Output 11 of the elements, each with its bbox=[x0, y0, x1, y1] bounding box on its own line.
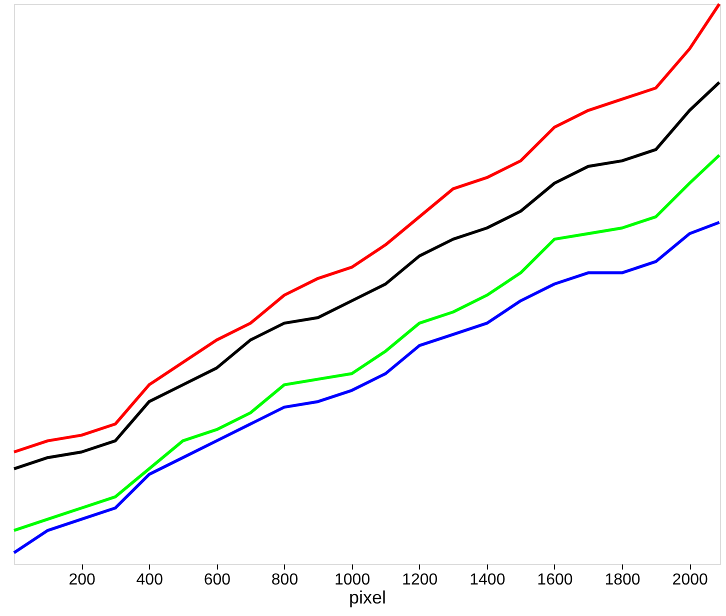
x-tick-label: 800 bbox=[271, 572, 298, 588]
x-tick-label: 1600 bbox=[537, 572, 573, 588]
x-tick-label: 1800 bbox=[604, 572, 640, 588]
x-tick-label: 600 bbox=[204, 572, 231, 588]
x-tick-label: 1000 bbox=[334, 572, 370, 588]
x-tick-label: 400 bbox=[136, 572, 164, 588]
x-tick-label: 1200 bbox=[402, 572, 438, 588]
x-axis-title: pixel bbox=[348, 588, 386, 608]
x-tick-label: 1400 bbox=[470, 572, 506, 588]
x-tick-label: 200 bbox=[68, 572, 96, 588]
x-tick-label: 2000 bbox=[672, 572, 708, 588]
